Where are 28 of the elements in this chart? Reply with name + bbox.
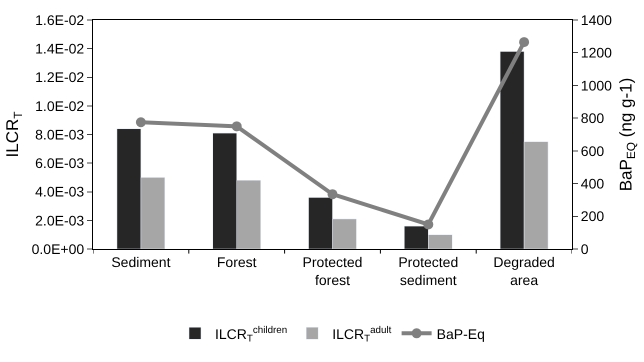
y-tick-label: 4.0E-03 — [35, 184, 84, 200]
y2-tick-label: 600 — [580, 142, 604, 159]
y-tick-label: 1.6E-02 — [35, 12, 84, 28]
x-tick-label: Sediment — [111, 254, 171, 270]
y2-tick-label: 400 — [580, 175, 604, 192]
y2-tick-label: 200 — [580, 208, 604, 224]
point — [232, 121, 242, 132]
legend-label: BaP-Eq — [436, 326, 485, 342]
x-tick-label: Degraded area — [493, 254, 555, 288]
y2-tick-label: 1200 — [580, 44, 612, 61]
x-tick-label: Protected sediment — [398, 254, 458, 288]
y-tick-label: 1.0E-02 — [35, 98, 84, 114]
y2-tick-label: 1000 — [580, 77, 612, 94]
y-tick-label: 1.4E-02 — [35, 40, 84, 57]
x-tick-label: Protected forest — [302, 254, 362, 288]
point — [519, 37, 530, 48]
y-tick-label: 6.0E-03 — [35, 155, 84, 172]
point — [423, 219, 434, 230]
y-tick-label: 8.0E-03 — [35, 126, 84, 142]
point — [328, 189, 338, 200]
y-tick-label: 0.0E+00 — [32, 240, 84, 257]
y2-tick-label: 1400 — [580, 12, 612, 28]
x-tick-label: Forest — [216, 254, 257, 270]
y-tick-label: 2.0E-03 — [35, 212, 84, 228]
y2-tick-label: 800 — [580, 110, 604, 126]
y-tick-label: 1.2E-02 — [35, 69, 84, 86]
point — [136, 117, 146, 128]
y2-tick-label: 0 — [580, 240, 589, 257]
